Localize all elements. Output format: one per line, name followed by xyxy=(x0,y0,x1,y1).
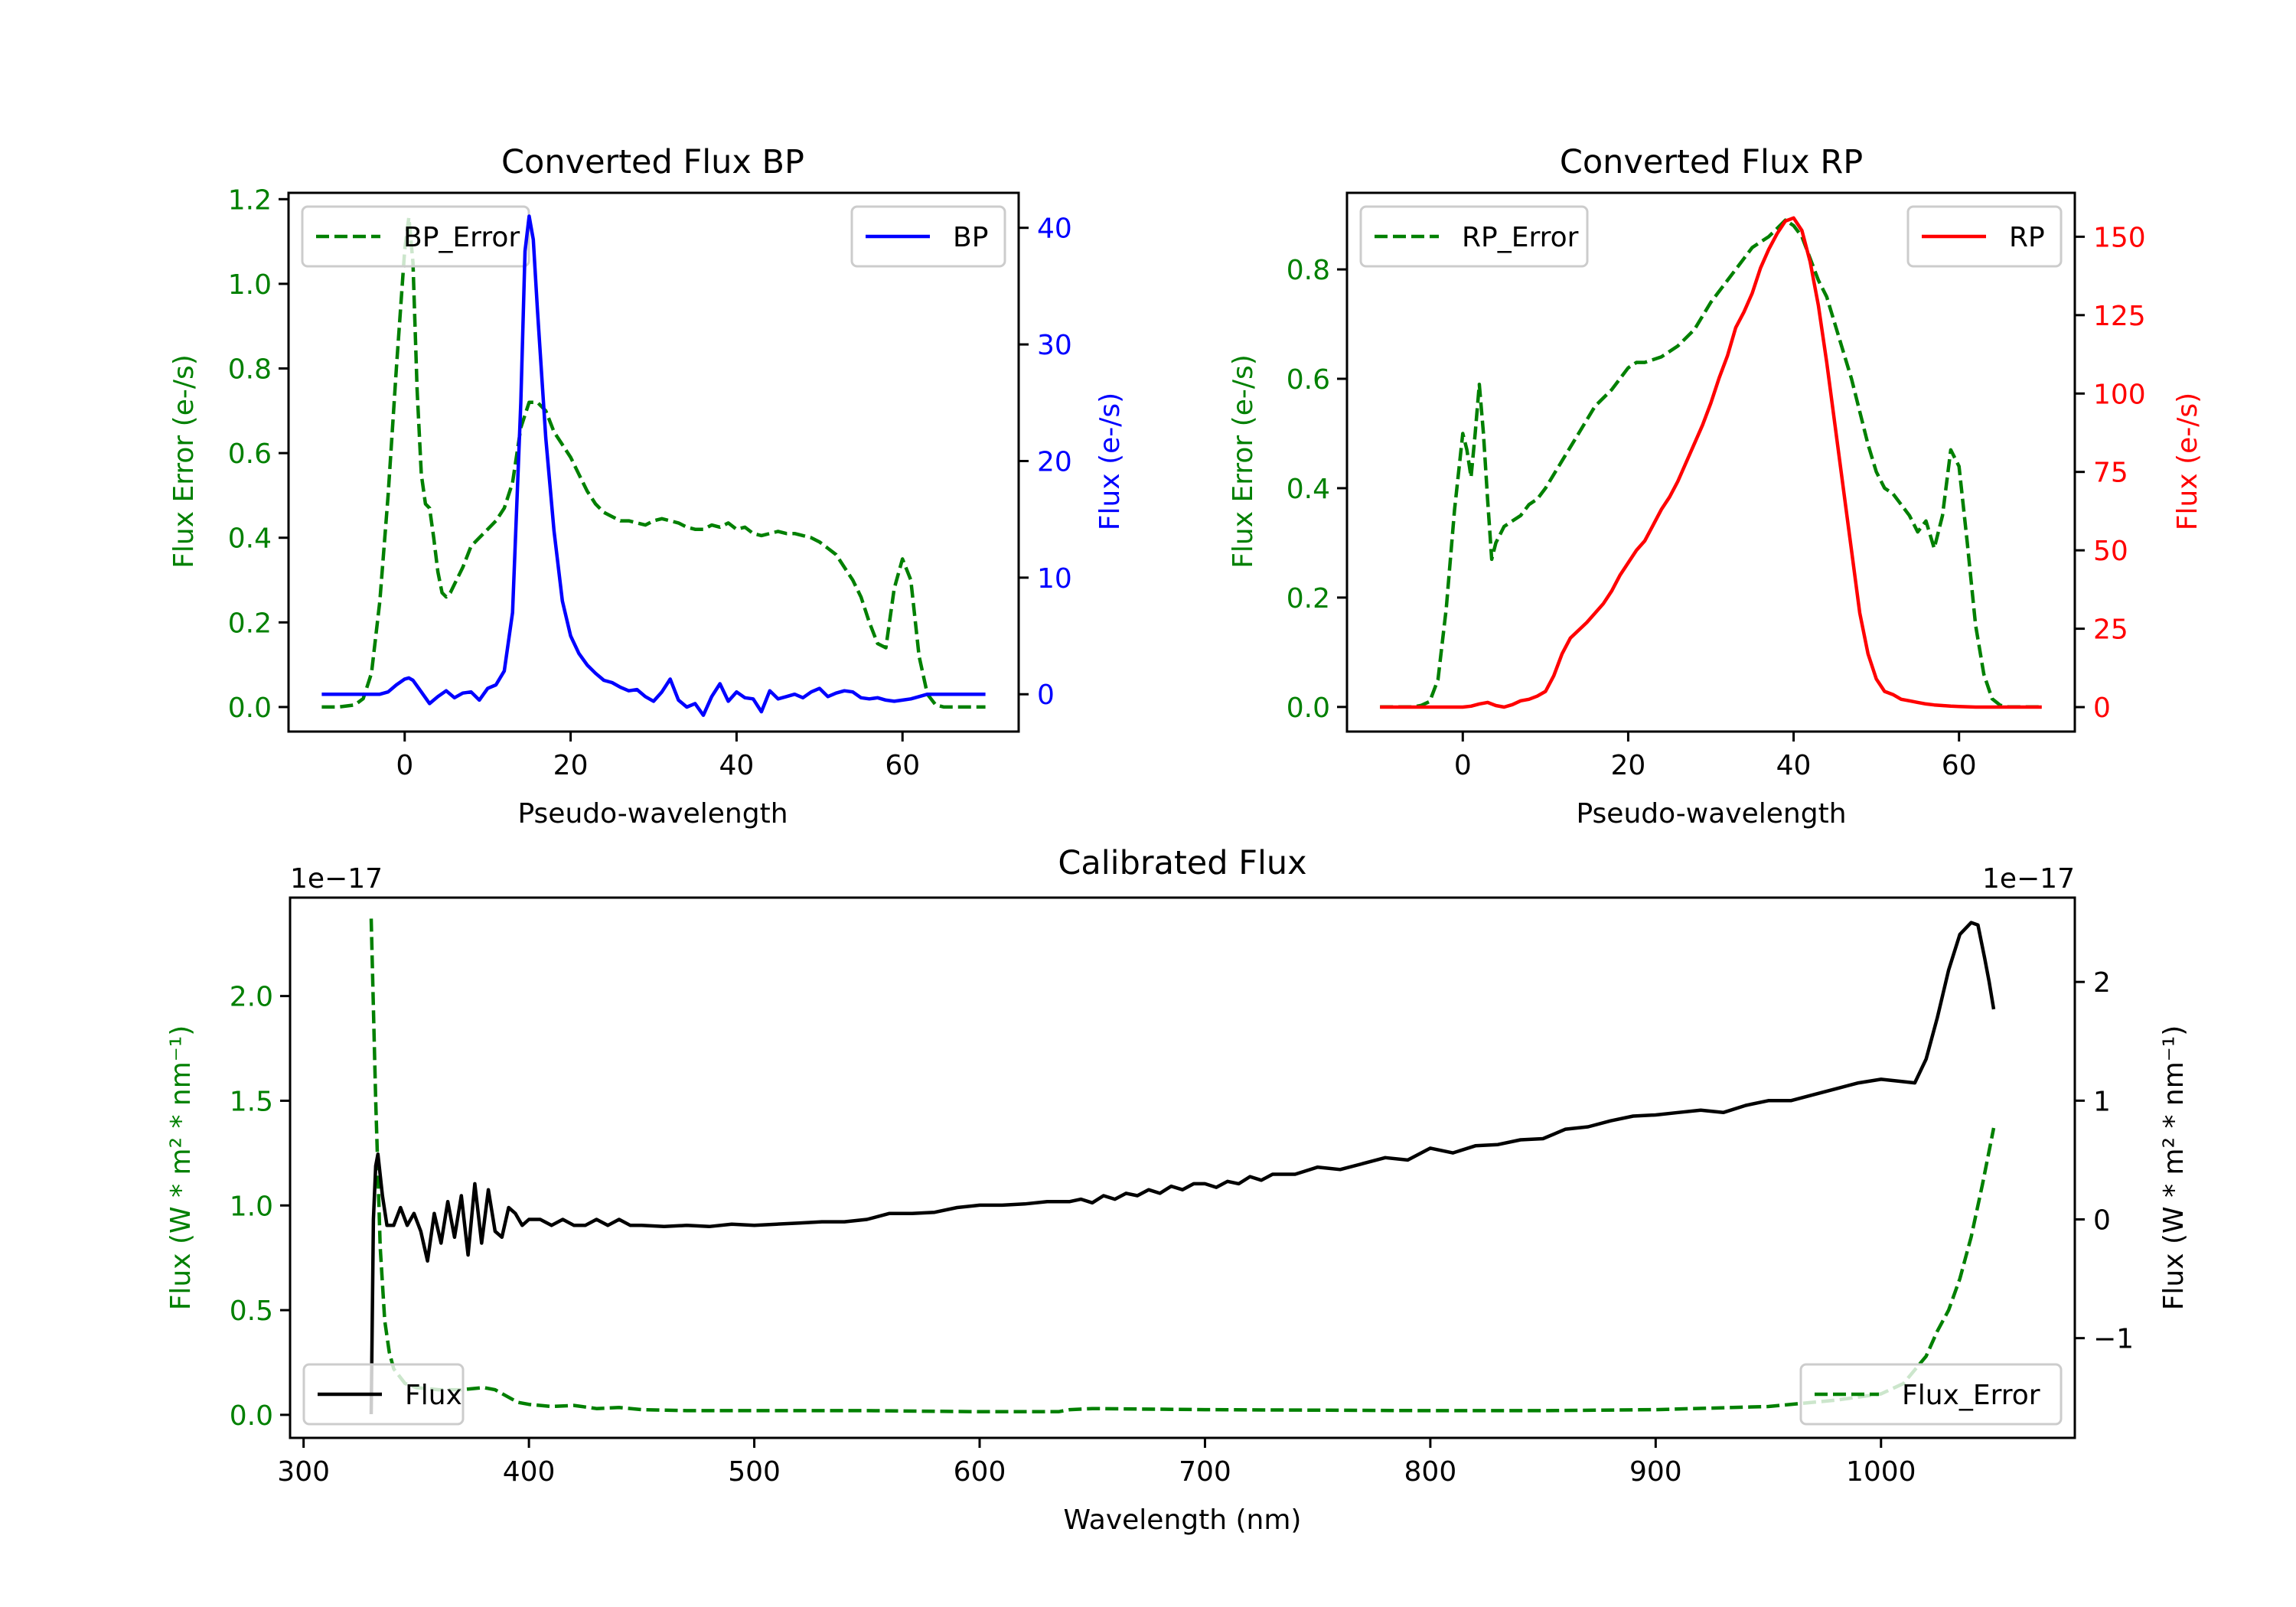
left-y-tick-label: 2.0 xyxy=(230,982,273,1013)
axes-frame xyxy=(287,191,1020,733)
legend-bp-error: BP_Error xyxy=(301,205,530,268)
right-y-tick-label: 2 xyxy=(2093,967,2111,999)
x-tick-label: 1000 xyxy=(1846,1456,1916,1488)
chart-calibrated-right-offset: 1e−17 xyxy=(1982,863,2075,895)
x-tick-label: 40 xyxy=(1776,750,1812,781)
series-rp-line xyxy=(1380,216,2042,709)
right-y-tick-label: 40 xyxy=(1037,214,1072,245)
chart-bp-left-ylabel: Flux Error (e-/s) xyxy=(168,354,200,569)
legend-box xyxy=(301,205,530,268)
x-tick-label: 600 xyxy=(954,1456,1006,1488)
legend-label: Flux xyxy=(405,1380,462,1411)
legend-label: RP xyxy=(2009,222,2045,253)
left-y-tick-label: 0.0 xyxy=(228,693,272,724)
right-y-tick-label: 25 xyxy=(2093,614,2128,646)
axes-frame xyxy=(1345,191,2076,733)
x-tick-label: 900 xyxy=(1629,1456,1682,1488)
legend-label: RP_Error xyxy=(1462,222,1579,253)
right-y-tick-label: 0 xyxy=(2093,693,2111,724)
chart-rp-xlabel: Pseudo-wavelength xyxy=(1576,798,1846,830)
legend-label: BP_Error xyxy=(403,222,520,253)
right-y-tick-label: 150 xyxy=(2093,222,2146,253)
x-tick-label: 300 xyxy=(277,1456,330,1488)
right-y-tick-label: 1 xyxy=(2093,1086,2111,1117)
chart-rp-title: Converted Flux RP xyxy=(1560,143,1863,181)
chart-rp-right-ylabel: Flux (e-/s) xyxy=(2172,393,2203,530)
right-y-tick-label: 30 xyxy=(1037,330,1072,361)
left-y-tick-label: 0.8 xyxy=(228,354,272,386)
chart-calibrated: Calibrated Flux Wavelength (nm) 1e−17 1e… xyxy=(165,844,2190,1536)
left-y-tick-label: 0.5 xyxy=(230,1296,273,1327)
right-y-tick-label: −1 xyxy=(2093,1324,2134,1355)
x-tick-label: 500 xyxy=(728,1456,781,1488)
chart-bp-title: Converted Flux BP xyxy=(501,143,804,181)
right-y-tick-label: 125 xyxy=(2093,301,2146,332)
series-flux-line xyxy=(369,921,1996,1415)
x-tick-label: 20 xyxy=(553,750,589,781)
legend-bp: BP xyxy=(850,205,1006,268)
chart-calibrated-title: Calibrated Flux xyxy=(1058,844,1306,882)
axes-frame xyxy=(289,896,2076,1439)
left-y-tick-label: 1.0 xyxy=(228,269,272,301)
chart-rp-left-ylabel: Flux Error (e-/s) xyxy=(1228,354,1259,569)
left-y-tick-label: 1.0 xyxy=(230,1191,273,1222)
x-tick-label: 40 xyxy=(719,750,755,781)
legend-box xyxy=(1359,205,1589,268)
x-tick-label: 60 xyxy=(885,750,920,781)
right-y-tick-label: 20 xyxy=(1037,446,1072,478)
right-y-tick-label: 75 xyxy=(2093,458,2128,489)
left-y-tick-label: 0.4 xyxy=(228,523,272,555)
legend-box xyxy=(302,1363,465,1426)
left-y-tick-label: 0.0 xyxy=(1287,693,1330,724)
right-y-tick-label: 100 xyxy=(2093,379,2146,410)
left-y-tick-label: 0.8 xyxy=(1287,255,1330,286)
left-y-tick-label: 1.2 xyxy=(228,184,272,216)
left-y-tick-label: 0.2 xyxy=(228,608,272,639)
legend-flux-error: Flux_Error xyxy=(1799,1363,2063,1426)
chart-calibrated-right-ylabel: Flux (W * m² * nm⁻¹) xyxy=(2158,1025,2190,1311)
chart-rp: Converted Flux RP Pseudo-wavelength Flux… xyxy=(1228,143,2203,830)
series-bp-line xyxy=(321,214,986,717)
left-y-tick-label: 0.2 xyxy=(1287,583,1330,614)
x-tick-label: 700 xyxy=(1179,1456,1231,1488)
left-y-tick-label: 0.6 xyxy=(228,438,272,470)
x-tick-label: 20 xyxy=(1611,750,1646,781)
x-tick-label: 400 xyxy=(503,1456,556,1488)
legend-box xyxy=(1799,1363,2063,1426)
x-tick-label: 0 xyxy=(1454,750,1472,781)
series-bp-error-line xyxy=(321,215,986,709)
legend-flux: Flux xyxy=(302,1363,465,1426)
x-tick-label: 60 xyxy=(1942,750,1977,781)
chart-bp-xlabel: Pseudo-wavelength xyxy=(517,798,788,830)
left-y-tick-label: 0.0 xyxy=(230,1400,273,1432)
right-y-tick-label: 10 xyxy=(1037,563,1072,595)
right-y-tick-label: 0 xyxy=(1037,680,1055,711)
x-tick-label: 0 xyxy=(396,750,413,781)
right-y-tick-label: 0 xyxy=(2093,1204,2111,1236)
series-rp-error-line xyxy=(1380,218,2042,709)
chart-calibrated-xlabel: Wavelength (nm) xyxy=(1064,1504,1302,1536)
left-y-tick-label: 1.5 xyxy=(230,1086,273,1117)
right-y-tick-label: 50 xyxy=(2093,536,2128,567)
legend-label: BP xyxy=(953,222,988,253)
left-y-tick-label: 0.4 xyxy=(1287,474,1330,505)
x-tick-label: 800 xyxy=(1404,1456,1457,1488)
chart-bp: Converted Flux BP Pseudo-wavelength Flux… xyxy=(168,143,1126,830)
legend-label: Flux_Error xyxy=(1902,1380,2040,1411)
chart-bp-right-ylabel: Flux (e-/s) xyxy=(1094,393,1126,530)
chart-calibrated-left-ylabel: Flux (W * m² * nm⁻¹) xyxy=(165,1025,197,1311)
legend-rp: RP xyxy=(1906,205,2063,268)
legend-rp-error: RP_Error xyxy=(1359,205,1589,268)
left-y-tick-label: 0.6 xyxy=(1287,364,1330,396)
chart-calibrated-left-offset: 1e−17 xyxy=(290,863,383,895)
